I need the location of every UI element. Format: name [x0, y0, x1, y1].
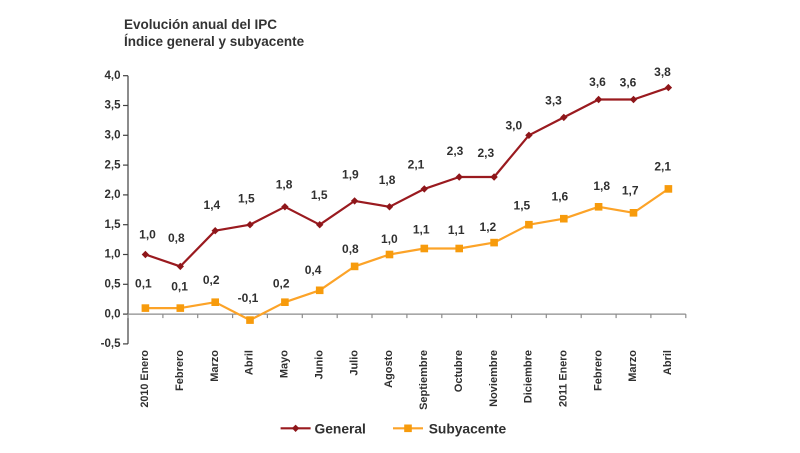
svg-text:Noviembre: Noviembre: [488, 350, 500, 407]
svg-text:0,2: 0,2: [273, 277, 290, 291]
svg-text:Julio: Julio: [348, 350, 360, 376]
svg-text:1,8: 1,8: [276, 177, 293, 191]
svg-text:1,1: 1,1: [448, 223, 465, 237]
svg-text:-0,5: -0,5: [101, 338, 121, 350]
svg-text:Evolución anual del IPC: Evolución anual del IPC: [124, 17, 277, 32]
svg-text:1,8: 1,8: [593, 179, 610, 193]
svg-text:1,4: 1,4: [204, 198, 221, 212]
svg-text:-0,1: -0,1: [238, 291, 259, 305]
svg-text:1,2: 1,2: [480, 220, 497, 234]
svg-text:1,5: 1,5: [311, 188, 328, 202]
svg-text:Índice general y subyacente: Índice general y subyacente: [124, 34, 305, 49]
svg-text:0,2: 0,2: [203, 273, 220, 287]
svg-text:1,7: 1,7: [622, 183, 639, 197]
svg-text:Octubre: Octubre: [453, 350, 465, 392]
svg-text:1,1: 1,1: [413, 223, 430, 237]
svg-text:Abril: Abril: [244, 350, 256, 375]
svg-text:3,3: 3,3: [545, 94, 562, 108]
svg-text:3,6: 3,6: [589, 75, 606, 89]
svg-text:2,5: 2,5: [105, 159, 122, 171]
svg-text:2,1: 2,1: [408, 157, 425, 171]
svg-text:4,0: 4,0: [105, 70, 121, 82]
svg-text:2,3: 2,3: [477, 146, 494, 160]
svg-text:0,4: 0,4: [305, 263, 322, 277]
svg-text:3,0: 3,0: [105, 130, 121, 142]
svg-text:2,1: 2,1: [654, 160, 671, 174]
svg-text:1,5: 1,5: [105, 219, 122, 231]
svg-text:Junio: Junio: [313, 350, 325, 380]
svg-text:Marzo: Marzo: [627, 350, 639, 382]
svg-text:Septiembre: Septiembre: [418, 350, 430, 410]
svg-text:1,5: 1,5: [514, 198, 531, 212]
svg-text:0,8: 0,8: [168, 231, 185, 245]
svg-text:Diciembre: Diciembre: [523, 350, 535, 403]
svg-text:Mayo: Mayo: [279, 350, 291, 378]
svg-text:1,0: 1,0: [139, 227, 156, 241]
svg-text:1,6: 1,6: [552, 189, 569, 203]
svg-text:1,5: 1,5: [238, 192, 255, 206]
svg-text:General: General: [315, 421, 366, 436]
svg-text:2011 Enero: 2011 Enero: [558, 350, 570, 407]
svg-text:1,0: 1,0: [381, 232, 398, 246]
svg-text:2,0: 2,0: [105, 189, 121, 201]
svg-text:Febrero: Febrero: [592, 350, 604, 391]
svg-text:3,8: 3,8: [654, 65, 671, 79]
svg-text:3,6: 3,6: [620, 76, 637, 90]
svg-text:2010 Enero: 2010 Enero: [139, 350, 151, 408]
svg-text:0,8: 0,8: [342, 242, 359, 256]
svg-text:Marzo: Marzo: [209, 350, 221, 382]
svg-text:3,0: 3,0: [505, 119, 522, 133]
svg-text:Agosto: Agosto: [383, 350, 395, 388]
svg-text:Subyacente: Subyacente: [429, 421, 507, 436]
svg-text:1,8: 1,8: [379, 173, 396, 187]
svg-text:Abril: Abril: [662, 350, 674, 375]
svg-text:Febrero: Febrero: [174, 350, 186, 391]
svg-text:3,5: 3,5: [105, 100, 122, 112]
svg-text:1,0: 1,0: [105, 249, 121, 261]
svg-text:0,1: 0,1: [171, 280, 188, 294]
svg-text:0,5: 0,5: [105, 279, 122, 291]
svg-text:0,0: 0,0: [105, 308, 121, 320]
svg-text:1,9: 1,9: [342, 167, 359, 181]
svg-text:2,3: 2,3: [447, 144, 464, 158]
svg-text:0,1: 0,1: [135, 277, 152, 291]
